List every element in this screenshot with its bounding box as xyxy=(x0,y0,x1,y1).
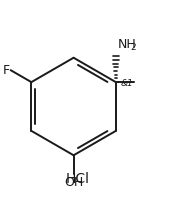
Text: &1: &1 xyxy=(120,79,133,88)
Text: 2: 2 xyxy=(130,43,136,52)
Text: F: F xyxy=(3,64,10,77)
Text: OH: OH xyxy=(64,176,83,189)
Text: HCl: HCl xyxy=(65,172,89,186)
Text: NH: NH xyxy=(118,38,136,51)
